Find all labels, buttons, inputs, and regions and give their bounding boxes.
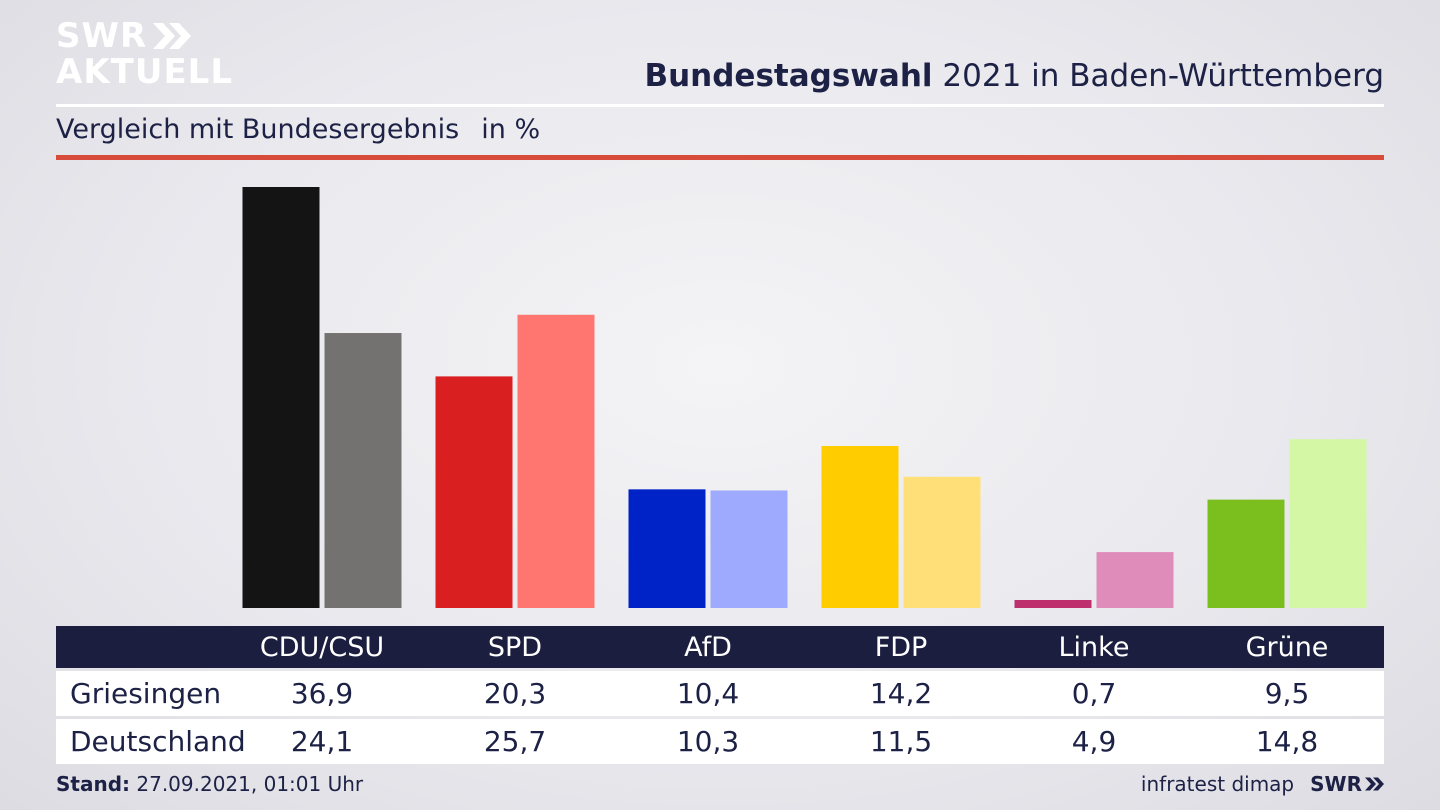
row-label: Griesingen	[70, 677, 222, 710]
stand-value: 27.09.2021, 01:01 Uhr	[130, 772, 364, 796]
timestamp: Stand: 27.09.2021, 01:01 Uhr	[56, 772, 363, 796]
footer-swr-logo: SWR	[1310, 772, 1362, 796]
source-text: infratest dimap	[1140, 772, 1295, 796]
column-header: AfD	[684, 631, 732, 663]
bar-spd-deutschland	[517, 314, 595, 608]
value-cell: 14,2	[869, 677, 933, 710]
bar-cdu-csu-griesingen	[242, 187, 320, 608]
value-cell: 24,1	[290, 725, 354, 758]
value-cell: 36,9	[290, 677, 354, 710]
double-chevron-icon	[1365, 777, 1384, 791]
value-cell: 10,3	[676, 725, 740, 758]
table-header-row: CDU/CSU SPD AfD FDP Linke Grüne	[56, 626, 1384, 668]
header-divider	[56, 104, 1384, 107]
table-row: Deutschland 24,1 25,7 10,3 11,5 4,9 14,8	[56, 719, 1384, 764]
value-cell: 25,7	[483, 725, 547, 758]
logo-text-aktuell: AKTUELL	[56, 52, 234, 92]
row-label: Deutschland	[70, 725, 246, 758]
column-header: FDP	[874, 631, 928, 663]
bar-fdp-griesingen	[821, 445, 899, 608]
chart-title: Bundestagswahl 2021 in Baden-Württemberg	[644, 58, 1384, 94]
chart-title-bold: Bundestagswahl	[644, 58, 933, 94]
chart-title-rest: 2021 in Baden-Württemberg	[932, 58, 1384, 94]
bar-linke-griesingen	[1014, 600, 1092, 608]
value-cell: 0,7	[1071, 677, 1117, 710]
value-cell: 11,5	[869, 725, 933, 758]
stand-label: Stand:	[56, 772, 131, 796]
swr-aktuell-logo: SWR AKTUELL	[56, 18, 233, 90]
chart-subtitle: Vergleich mit Bundesergebnis in %	[56, 114, 540, 145]
subtitle-divider	[56, 155, 1384, 160]
value-cell: 10,4	[676, 677, 740, 710]
logo-text-swr: SWR	[56, 16, 148, 56]
column-header: Linke	[1058, 631, 1130, 663]
column-header: SPD	[487, 631, 543, 663]
bar-grüne-griesingen	[1207, 499, 1285, 608]
value-cell: 14,8	[1255, 725, 1319, 758]
column-header: Grüne	[1245, 631, 1329, 663]
bar-afd-deutschland	[710, 490, 788, 608]
source-credit: infratest dimap SWR	[1141, 772, 1384, 796]
bar-cdu-csu-deutschland	[324, 333, 402, 608]
value-cell: 9,5	[1264, 677, 1310, 710]
unit-label: in %	[481, 114, 541, 145]
results-table: CDU/CSU SPD AfD FDP Linke Grüne Griesingen 36…	[56, 626, 1384, 764]
bar-linke-deutschland	[1096, 552, 1174, 608]
value-cell: 4,9	[1071, 725, 1117, 758]
subtitle-text: Vergleich mit Bundesergebnis	[56, 114, 460, 145]
value-cell: 20,3	[483, 677, 547, 710]
column-header: CDU/CSU	[259, 631, 385, 663]
table-row: Griesingen 36,9 20,3 10,4 14,2 0,7 9,5	[56, 671, 1384, 716]
double-chevron-icon	[153, 23, 192, 49]
bar-afd-griesingen	[628, 489, 706, 608]
bar-fdp-deutschland	[903, 476, 981, 608]
bar-spd-griesingen	[435, 376, 513, 608]
bar-chart	[242, 187, 1367, 608]
bar-grüne-deutschland	[1289, 439, 1367, 608]
